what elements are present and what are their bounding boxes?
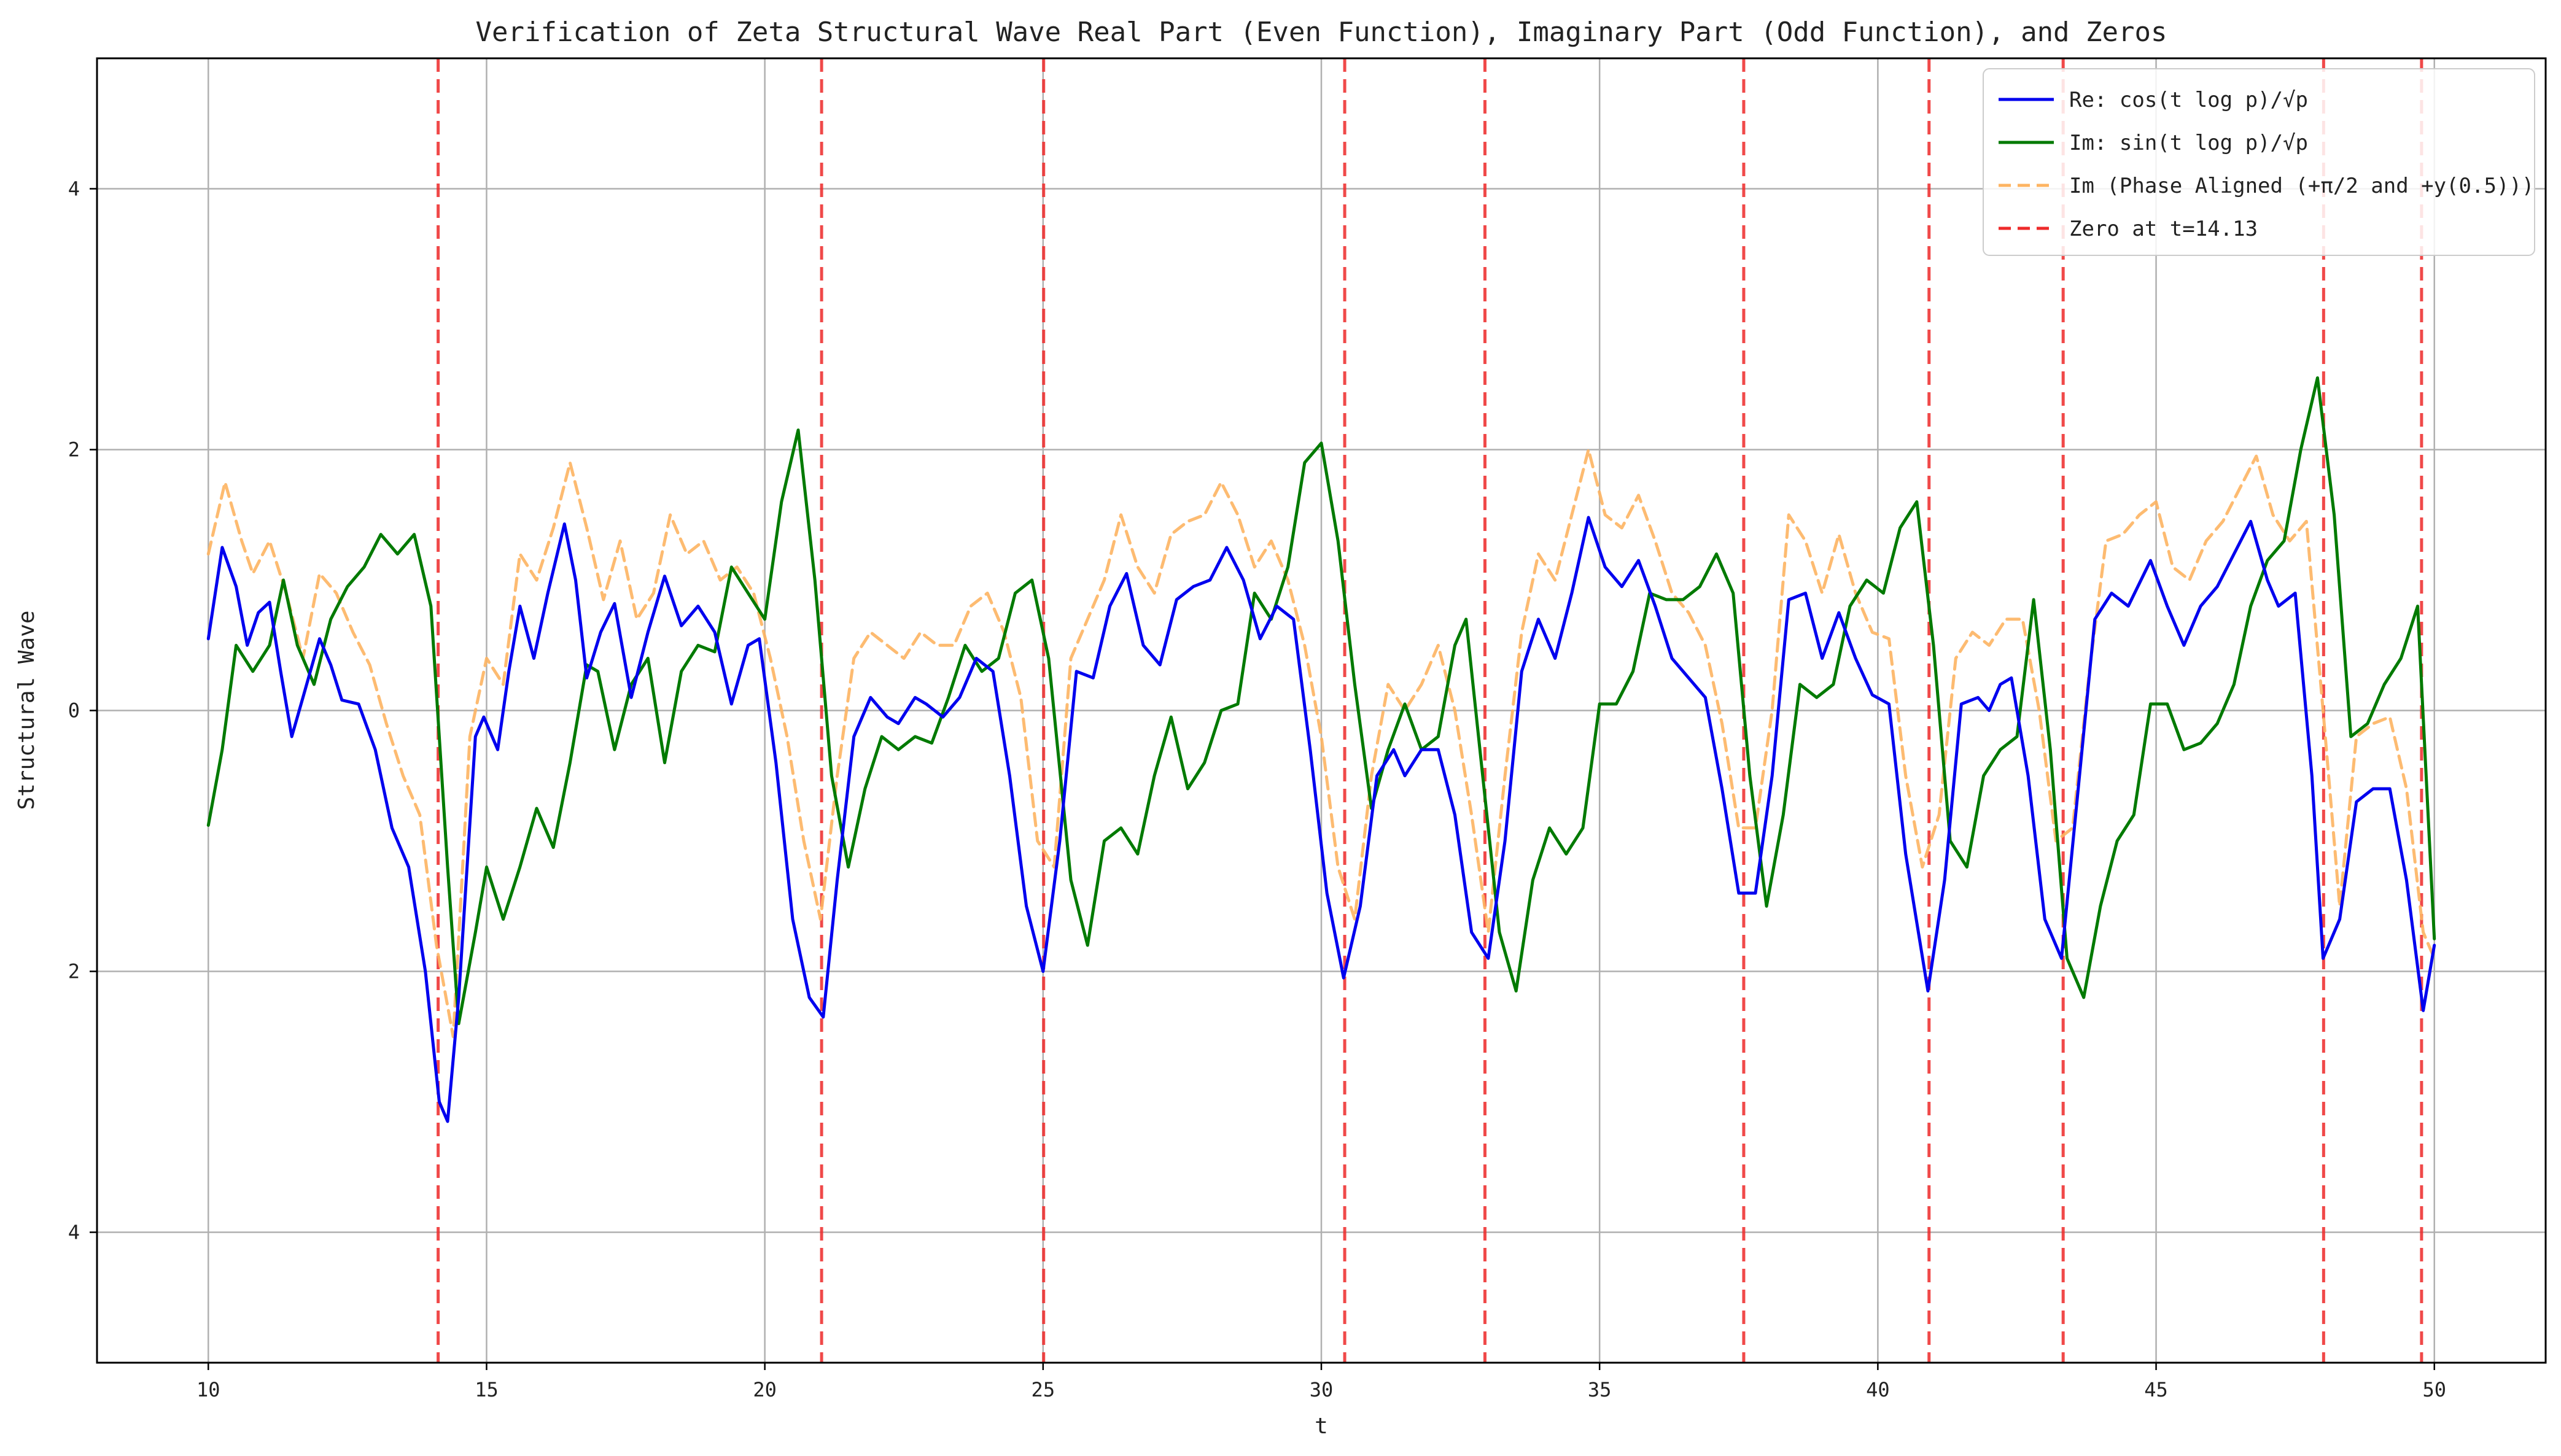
y-tick-label: 2 [68, 438, 80, 462]
x-tick-label: 20 [753, 1378, 777, 1401]
x-tick-label: 10 [196, 1378, 220, 1401]
legend-label-2: Im (Phase Aligned (+π/2 and +y(0.5))) [2069, 174, 2534, 198]
x-tick-label: 30 [1310, 1378, 1334, 1401]
legend-label-3: Zero at t=14.13 [2069, 217, 2258, 241]
y-tick-label: 4 [68, 177, 80, 201]
x-tick-label: 35 [1588, 1378, 1612, 1401]
y-axis-label: Structural Wave [14, 610, 39, 810]
legend-label-0: Re: cos(t log p)/√p [2069, 88, 2308, 112]
x-tick-label: 40 [1866, 1378, 1890, 1401]
x-axis-label: t [1315, 1414, 1328, 1439]
series-line-2 [206, 448, 2436, 1039]
legend: Re: cos(t log p)/√p Im: sin(t log p)/√p Im… [1983, 68, 2535, 256]
chart-title: Verification of Zeta Structural Wave Rea… [476, 17, 2167, 48]
legend-box [1983, 68, 2535, 256]
x-tick-label: 25 [1032, 1378, 1055, 1401]
x-tick-label: 50 [2422, 1378, 2446, 1401]
series-line-1 [206, 376, 2436, 1025]
legend-label-1: Im: sin(t log p)/√p [2069, 131, 2308, 155]
legend-items: Re: cos(t log p)/√p Im: sin(t log p)/√p Im… [1999, 88, 2534, 241]
y-tick-label: 0 [68, 699, 80, 722]
y-tick-label: 2 [68, 960, 80, 983]
grid-lines [97, 58, 2546, 1363]
x-tick-label: 15 [475, 1378, 499, 1401]
y-tick-label: 4 [68, 1221, 80, 1244]
series-lines [206, 376, 2436, 1123]
x-tick-label: 45 [2144, 1378, 2168, 1401]
series-line-0 [206, 516, 2436, 1123]
